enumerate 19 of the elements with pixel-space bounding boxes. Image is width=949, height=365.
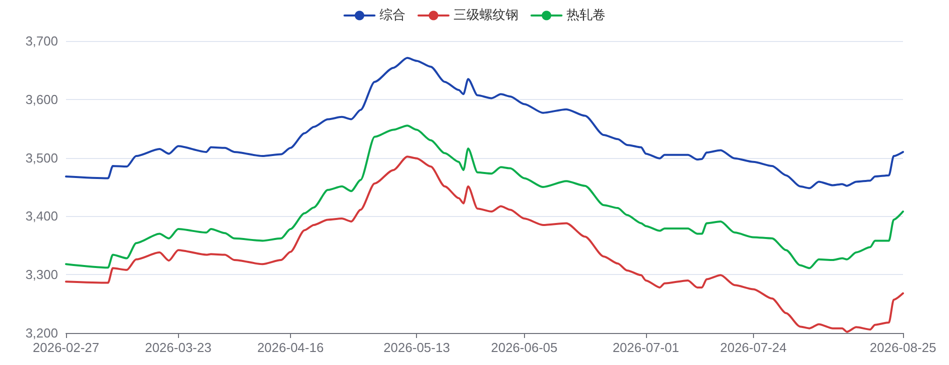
y-tick-label: 3,500 — [25, 150, 58, 166]
y-tick-label: 3,400 — [25, 208, 58, 224]
y-tick-label: 3,700 — [25, 34, 58, 48]
x-tick-label: 2026-05-13 — [383, 340, 450, 355]
x-tick-label: 2026-08-25 — [870, 340, 936, 355]
legend-label: 热轧卷 — [566, 8, 606, 23]
x-tick-label: 2026-07-24 — [720, 340, 787, 355]
line-series — [65, 56, 904, 190]
y-tick-label: 3,600 — [25, 92, 58, 107]
x-tick-label: 2026-06-05 — [490, 340, 558, 355]
x-tick-label: 2026-03-23 — [144, 340, 212, 355]
y-tick-label: 3,300 — [25, 267, 58, 282]
x-tick-label: 2026-02-27 — [32, 340, 100, 355]
legend-label: 综合 — [380, 8, 406, 23]
x-tick-label: 2026-04-16 — [257, 340, 324, 355]
legend-label: 三级螺纹钢 — [454, 8, 518, 23]
line-series — [65, 124, 904, 270]
y-tick-label: 3,200 — [25, 326, 58, 340]
x-tick-label: 2026-07-01 — [612, 340, 680, 355]
